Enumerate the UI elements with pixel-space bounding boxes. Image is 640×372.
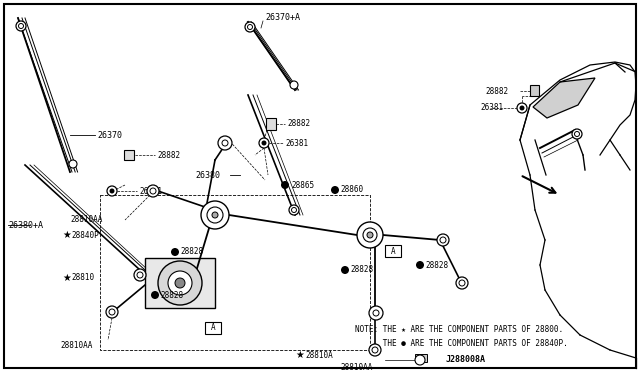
Circle shape (134, 269, 146, 281)
Circle shape (416, 261, 424, 269)
Circle shape (259, 138, 269, 148)
Circle shape (109, 189, 115, 193)
Text: ★: ★ (62, 230, 71, 240)
Circle shape (367, 232, 373, 238)
Bar (385, 245, 401, 257)
Text: ★: ★ (295, 350, 304, 360)
Bar (100, 195, 370, 350)
Text: J288008A: J288008A (445, 356, 485, 365)
Bar (266, 118, 276, 130)
Circle shape (212, 212, 218, 218)
Circle shape (106, 306, 118, 318)
Circle shape (440, 237, 446, 243)
Text: 28882: 28882 (485, 87, 508, 96)
Text: 28828: 28828 (180, 247, 203, 257)
Text: 28828: 28828 (160, 291, 183, 299)
Circle shape (372, 347, 378, 353)
Circle shape (107, 186, 117, 196)
Circle shape (357, 222, 383, 248)
Bar (145, 258, 215, 308)
Bar (415, 354, 427, 362)
Circle shape (151, 291, 159, 299)
Polygon shape (533, 78, 595, 118)
Text: 26381: 26381 (285, 138, 308, 148)
Text: NOTE: THE ★ ARE THE COMPONENT PARTS OF 28800.: NOTE: THE ★ ARE THE COMPONENT PARTS OF 2… (355, 326, 563, 334)
Bar (530, 85, 539, 96)
Circle shape (16, 21, 26, 31)
Circle shape (341, 266, 349, 274)
Text: 28810A: 28810A (305, 350, 333, 359)
Bar (124, 150, 134, 160)
Circle shape (415, 355, 425, 365)
Text: 26380: 26380 (195, 170, 220, 180)
Circle shape (150, 188, 156, 194)
Circle shape (137, 272, 143, 278)
Circle shape (168, 271, 192, 295)
Circle shape (437, 234, 449, 246)
Circle shape (171, 248, 179, 256)
Circle shape (517, 103, 527, 113)
Circle shape (262, 141, 266, 145)
Text: 28882: 28882 (287, 119, 310, 128)
Circle shape (331, 186, 339, 194)
Circle shape (218, 136, 232, 150)
Circle shape (158, 261, 202, 305)
Text: 28828: 28828 (350, 266, 373, 275)
Circle shape (19, 23, 24, 29)
Text: 28860: 28860 (340, 186, 363, 195)
Circle shape (291, 208, 296, 212)
Circle shape (520, 106, 525, 110)
Circle shape (459, 280, 465, 286)
Circle shape (281, 181, 289, 189)
Text: 28810AA: 28810AA (70, 215, 102, 224)
Circle shape (222, 140, 228, 146)
Circle shape (248, 25, 253, 29)
Text: 28882: 28882 (157, 151, 180, 160)
Circle shape (369, 306, 383, 320)
Text: 28810AA: 28810AA (60, 340, 92, 350)
Circle shape (290, 81, 298, 89)
Circle shape (147, 185, 159, 197)
Circle shape (572, 129, 582, 139)
Text: 26381: 26381 (139, 186, 162, 196)
Text: 28828: 28828 (425, 260, 448, 269)
Text: 26370+A: 26370+A (265, 13, 300, 22)
Text: 26370: 26370 (97, 131, 122, 140)
Text: 28810: 28810 (71, 273, 94, 282)
Circle shape (575, 131, 579, 137)
Circle shape (363, 228, 377, 242)
Text: THE ● ARE THE COMPONENT PARTS OF 28840P.: THE ● ARE THE COMPONENT PARTS OF 28840P. (355, 339, 568, 347)
Circle shape (201, 201, 229, 229)
Circle shape (245, 22, 255, 32)
Circle shape (289, 205, 299, 215)
Text: 28865: 28865 (291, 180, 314, 189)
Text: 26381: 26381 (480, 103, 503, 112)
Circle shape (369, 344, 381, 356)
Circle shape (69, 160, 77, 168)
Circle shape (456, 277, 468, 289)
Text: 26380+A: 26380+A (8, 221, 43, 230)
Text: A: A (390, 247, 396, 256)
Circle shape (373, 310, 379, 316)
Circle shape (175, 278, 185, 288)
Text: 28840P: 28840P (71, 231, 99, 240)
Bar (205, 322, 221, 334)
Circle shape (207, 207, 223, 223)
Text: A: A (211, 324, 215, 333)
Circle shape (109, 309, 115, 315)
Text: ★: ★ (62, 273, 71, 283)
Text: 28810AA: 28810AA (340, 363, 372, 372)
